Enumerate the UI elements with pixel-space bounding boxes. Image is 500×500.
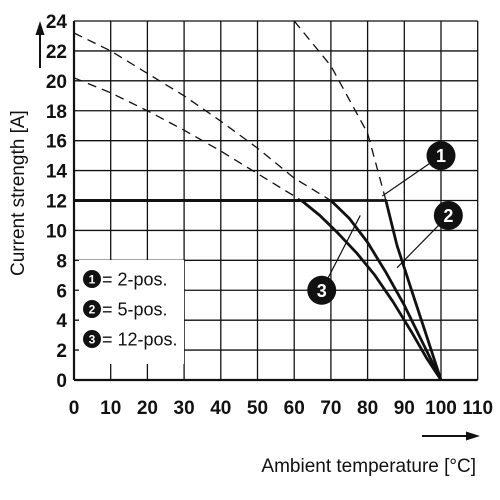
x-tick-label: 60: [284, 398, 305, 419]
legend-label-1: = 2-pos.: [102, 270, 168, 290]
legend: 1 = 2-pos. 2 = 5-pos. 3 = 12-pos.: [79, 260, 184, 364]
y-tick-label: 2: [56, 341, 67, 362]
maximum-curve-1: [293, 21, 387, 201]
y-tick-label: 24: [46, 12, 68, 33]
curve-callouts: 1 2 3: [307, 141, 463, 305]
y-tick-label: 20: [46, 72, 67, 93]
callout-badge-1: [426, 141, 456, 171]
legend-number-1: 1: [89, 273, 96, 287]
derating-curve-3: [74, 199, 443, 380]
legend-number-2: 2: [89, 303, 96, 317]
legend-badge-1: [83, 270, 101, 288]
callout-number-3: 3: [317, 281, 327, 301]
x-tick-label: 30: [174, 398, 195, 419]
x-tick-label: 110: [462, 398, 493, 419]
derating-curve-2: [74, 199, 443, 380]
x-tick-label: 40: [210, 398, 231, 419]
x-axis-ticks: 0 10 20 30 40 50 60 70 80 90 100 110: [69, 398, 493, 419]
y-tick-label: 6: [56, 281, 67, 302]
derating-curve-1: [74, 199, 443, 380]
derating-curves: [74, 199, 443, 380]
callout-number-1: 1: [436, 146, 446, 166]
maximum-curves: [74, 21, 387, 202]
x-tick-label: 100: [425, 398, 457, 419]
x-tick-label: 90: [394, 398, 415, 419]
legend-badge-2: [83, 300, 101, 318]
x-tick-label: 80: [357, 398, 378, 419]
legend-label-2: = 5-pos.: [102, 300, 168, 320]
maximum-curve-2: [74, 32, 332, 202]
y-tick-label: 12: [46, 192, 67, 213]
y-tick-label: 18: [46, 102, 67, 123]
y-tick-label: 14: [46, 162, 68, 183]
callout-badge-3: [307, 275, 337, 305]
x-tick-label: 0: [69, 398, 80, 419]
y-axis-title: Current strength [A]: [8, 110, 29, 276]
x-axis-title-group: Ambient temperature [°C]: [261, 431, 480, 477]
y-tick-label: 4: [56, 311, 67, 332]
x-tick-label: 20: [137, 398, 158, 419]
maximum-curve-3: [74, 77, 302, 202]
x-axis-arrow-icon: [466, 431, 480, 441]
y-tick-label: 10: [46, 221, 67, 242]
grid-lines: [72, 20, 479, 382]
y-tick-label: 0: [56, 371, 67, 392]
x-axis-title: Ambient temperature [°C]: [261, 456, 476, 477]
y-axis-title-group: Current strength [A]: [8, 21, 45, 276]
callout-number-2: 2: [443, 206, 453, 226]
x-tick-label: 70: [320, 398, 341, 419]
y-tick-label: 16: [46, 132, 67, 153]
callout-badge-2: [433, 200, 463, 230]
y-tick-label: 8: [56, 251, 67, 272]
x-tick-label: 10: [100, 398, 121, 419]
legend-badge-3: [83, 330, 101, 348]
legend-number-3: 3: [89, 333, 96, 347]
y-axis-arrow-icon: [35, 21, 45, 35]
x-tick-label: 50: [247, 398, 268, 419]
y-tick-label: 22: [46, 42, 67, 63]
legend-label-3: = 12-pos.: [102, 330, 178, 350]
